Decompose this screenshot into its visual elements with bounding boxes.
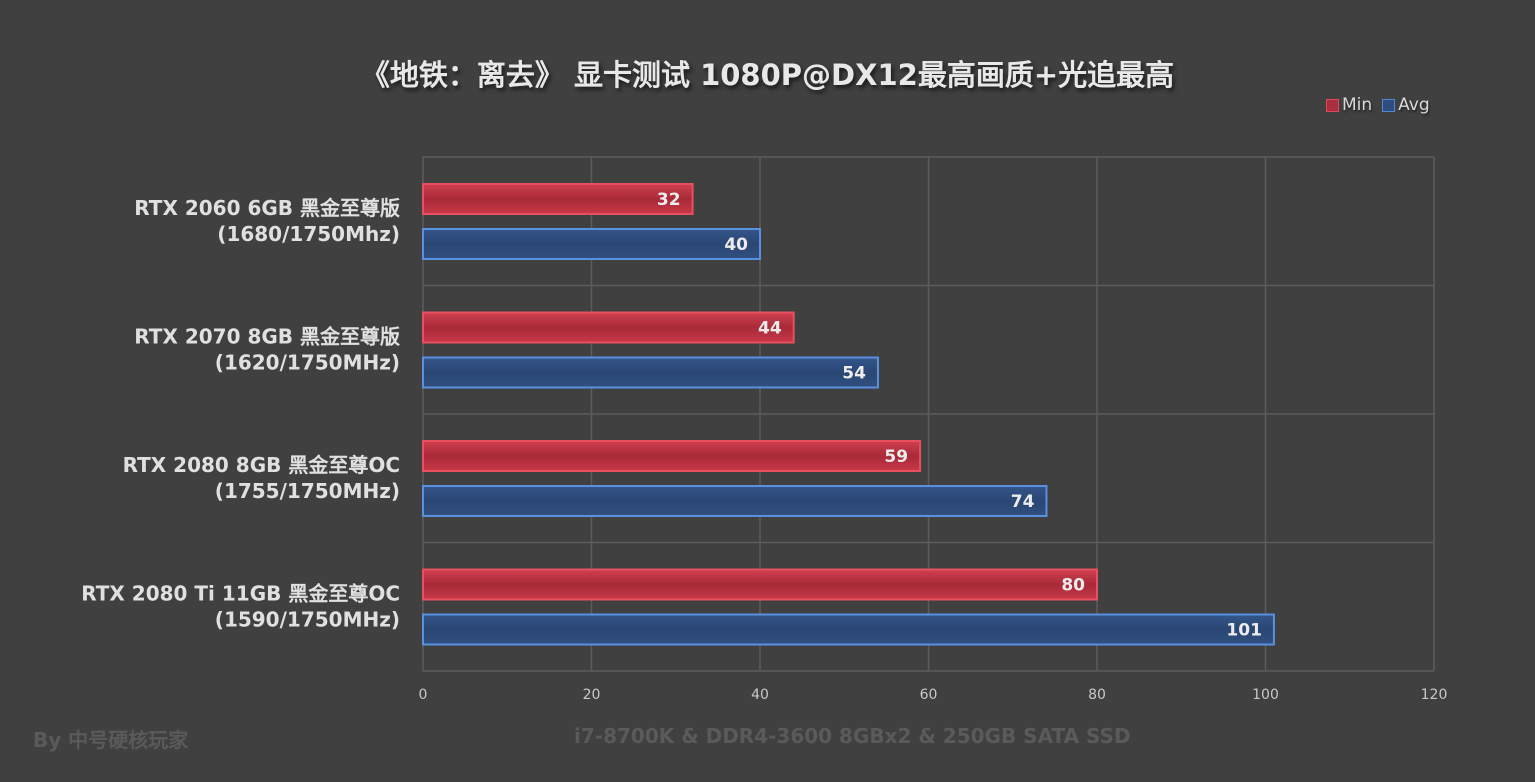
category-label-line1: RTX 2080 Ti 11GB 黑金至尊OC	[81, 582, 400, 606]
data-label: 101	[1226, 621, 1262, 641]
bar-avg	[422, 228, 761, 260]
legend-swatch-min	[1326, 98, 1339, 112]
data-label: 32	[657, 190, 681, 210]
category-label-line2: (1755/1750MHz)	[215, 479, 400, 503]
data-label: 54	[842, 364, 866, 384]
chart-title: 《地铁：离去》 显卡测试 1080P@DX12最高画质+光追最高	[360, 58, 1175, 92]
data-label: 59	[884, 447, 908, 467]
bar-min	[422, 311, 795, 344]
data-label: 40	[724, 235, 748, 255]
category-label-line1: RTX 2070 8GB 黑金至尊版	[134, 325, 400, 349]
footer-author: By 中号硬核玩家	[33, 728, 189, 752]
x-tick-label: 20	[583, 687, 601, 703]
bar-avg	[422, 613, 1275, 646]
x-tick-label: 80	[1088, 687, 1106, 703]
x-tick-label: 40	[751, 687, 769, 703]
legend-swatch-avg	[1382, 98, 1396, 112]
x-tick-label: 0	[419, 687, 428, 703]
data-label: 74	[1011, 492, 1035, 512]
category-label-line1: RTX 2060 6GB 黑金至尊版	[134, 196, 400, 220]
footer-system: i7-8700K & DDR4-3600 8GBx2 & 250GB SATA …	[574, 724, 1131, 748]
data-label: 80	[1061, 576, 1085, 596]
category-label-line2: (1680/1750Mhz)	[217, 222, 400, 246]
legend: Min Avg	[1326, 95, 1430, 115]
bar-avg	[422, 485, 1048, 517]
bar-min	[422, 568, 1098, 601]
bar-min	[422, 440, 922, 472]
category-label-line2: (1620/1750MHz)	[215, 351, 400, 375]
x-tick-label: 120	[1421, 687, 1448, 703]
category-label-line1: RTX 2080 8GB 黑金至尊OC	[123, 453, 400, 477]
x-tick-label: 60	[920, 687, 938, 703]
legend-label-avg: Avg	[1398, 95, 1430, 115]
legend-item-min: Min	[1326, 95, 1372, 115]
legend-item-avg: Avg	[1382, 95, 1430, 115]
bar-min	[422, 183, 694, 215]
data-label: 44	[758, 319, 782, 339]
bar-avg	[422, 356, 879, 389]
legend-label-min: Min	[1342, 95, 1373, 115]
category-label-line2: (1590/1750MHz)	[215, 608, 400, 632]
x-tick-label: 100	[1252, 687, 1279, 703]
